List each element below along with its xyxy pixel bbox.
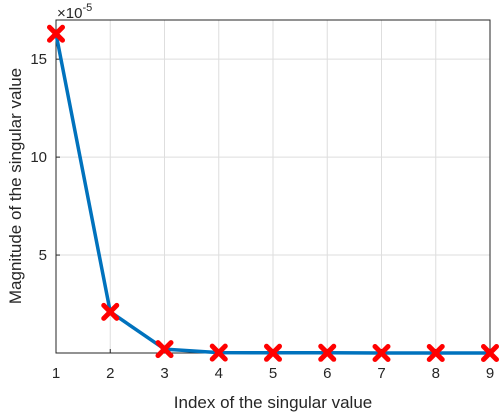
data-point-marker	[426, 344, 445, 362]
series-group	[47, 24, 499, 362]
marker-stroke	[101, 302, 120, 321]
y-tick-label: 5	[39, 247, 47, 264]
data-point-marker	[155, 340, 174, 359]
x-tick-labels: 1 2 3 4 5 6 7 8 9	[52, 365, 494, 382]
data-point-marker	[372, 344, 391, 362]
x-tick-label: 9	[486, 365, 494, 382]
marker-stroke	[209, 343, 228, 362]
x-tick-label: 7	[377, 365, 385, 382]
marker-stroke	[426, 344, 445, 362]
x-tick-label: 4	[215, 365, 223, 382]
y-tick-label: 15	[30, 51, 47, 68]
marker-stroke	[372, 344, 391, 362]
data-point-marker	[209, 343, 228, 362]
data-point-marker	[264, 343, 282, 362]
x-tick-label: 5	[269, 365, 277, 382]
data-point-marker	[481, 344, 499, 362]
marker-stroke	[264, 343, 282, 362]
marker-stroke	[155, 340, 174, 359]
x-tick-label: 2	[106, 365, 114, 382]
data-point-marker	[47, 24, 65, 43]
marker-stroke	[318, 343, 337, 362]
y-tick-labels: 5 10 15	[30, 51, 47, 264]
y-exponent-base: ×10	[57, 5, 82, 22]
marker-stroke	[481, 344, 499, 362]
x-tick-label: 6	[323, 365, 331, 382]
data-point-marker	[101, 302, 120, 321]
x-tick-label: 3	[160, 365, 168, 382]
x-tick-label: 8	[432, 365, 440, 382]
y-exponent-label: ×10-5	[57, 2, 92, 22]
y-tick-label: 10	[30, 149, 47, 166]
grid-lines	[55, 20, 491, 353]
x-axis-label: Index of the singular value	[174, 393, 372, 412]
marker-stroke	[47, 24, 65, 43]
y-exponent-power: -5	[82, 2, 92, 14]
x-tick-label: 1	[52, 365, 60, 382]
y-axis-label: Magnitude of the singular value	[6, 68, 25, 304]
data-point-marker	[318, 343, 337, 362]
